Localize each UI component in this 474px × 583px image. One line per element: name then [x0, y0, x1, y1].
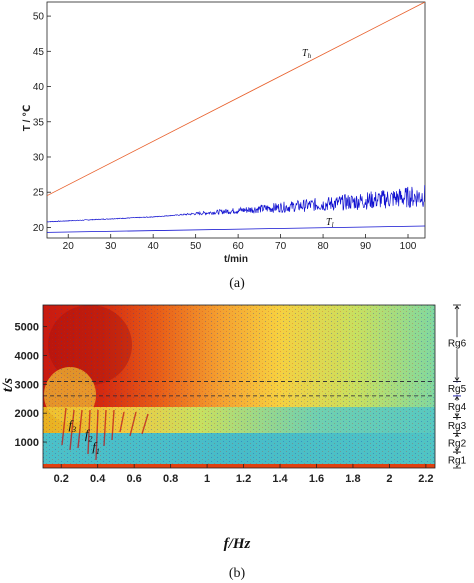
region-label-bg	[445, 454, 469, 467]
ticks-a: 20 30 40 50 60 70 80 90 100 20 25 30 35 40 45 50	[33, 12, 417, 252]
heatmap-b	[43, 305, 435, 468]
region-label-bg	[445, 400, 469, 413]
region-brackets: Rg1 Rg2 Rg3 Rg4 Rg5 Rg6	[445, 304, 469, 469]
x-tick-label-b: 2.2	[418, 473, 433, 485]
region-label-bg	[445, 382, 469, 395]
heatmap-floor-strip	[43, 464, 435, 468]
x-tick-label-b: 0.4	[90, 473, 106, 485]
y-tick-label-b: 1000	[15, 437, 39, 449]
x-tick-label-a: 30	[105, 241, 117, 252]
region-label: Rg2	[448, 438, 467, 449]
x-tick-label-a: 80	[318, 241, 330, 252]
y-tick-label-b: 2000	[15, 408, 39, 420]
region-arrow-down	[454, 447, 460, 452]
x-tick-label-b: 0.6	[127, 473, 142, 485]
x-tick-label-b: 0.8	[163, 473, 178, 485]
region-arrow-up	[454, 305, 460, 310]
x-tick-label-a: 50	[190, 241, 202, 252]
caption-a: (a)	[229, 276, 245, 291]
series-label-tl: Tl	[326, 217, 334, 229]
y-tick-label-a: 40	[33, 82, 45, 93]
region-label-bg	[445, 419, 469, 432]
x-tick-label-b: 2	[386, 473, 392, 485]
y-tick-label-a: 45	[33, 47, 45, 58]
region-arrow-down	[454, 377, 460, 382]
x-tick-label-b: 1.6	[309, 473, 324, 485]
region-arrow-up	[454, 396, 460, 401]
region-label: Rg6	[448, 339, 467, 350]
region-arrow-down	[454, 413, 460, 418]
y-tick-label-a: 50	[33, 12, 45, 23]
caption-b: (b)	[229, 566, 246, 581]
region-label: Rg3	[448, 421, 467, 432]
y-tick-label-b: 4000	[15, 350, 39, 362]
freq-annotation: f1	[92, 439, 100, 456]
y-axis-label-a: T / ℃	[22, 105, 33, 132]
region-label: Rg4	[448, 402, 467, 413]
y-tick-label-a: 35	[33, 117, 45, 128]
y-tick-label-b: 5000	[15, 322, 39, 334]
x-tick-label-b: 1.8	[345, 473, 360, 485]
x-tick-label-a: 40	[148, 241, 160, 252]
series-lines-a	[47, 2, 425, 233]
series-line-noisy	[47, 185, 425, 223]
chart-b: 0.2 0.4 0.6 0.8 1 1.2 1.4 1.6 1.8 2 2.2 1000 2000 300…	[0, 304, 469, 581]
x-axis-label-b: f/Hz	[224, 536, 251, 552]
x-tick-label-a: 70	[275, 241, 287, 252]
x-tick-label-b: 1.4	[272, 473, 288, 485]
series-line-tl	[47, 225, 425, 233]
heatmap-speckle	[43, 305, 435, 468]
y-axis-label-b: t/s	[0, 378, 16, 392]
x-axis-label-a: t/min	[224, 254, 248, 265]
freq-annotation: f3	[69, 417, 77, 434]
y-tick-label-a: 25	[33, 188, 45, 199]
x-tick-label-a: 100	[400, 241, 417, 252]
x-tick-label-b: 1	[204, 473, 210, 485]
series-line-th	[47, 2, 425, 197]
series-label-th: Th	[302, 48, 312, 60]
y-tick-label-a: 20	[33, 223, 45, 234]
y-tick-label-b: 3000	[15, 379, 39, 391]
x-tick-label-a: 60	[233, 241, 245, 252]
x-tick-label-a: 90	[360, 241, 372, 252]
region-arrow-up	[454, 433, 460, 438]
freq-annotation: f2	[85, 426, 93, 443]
region-label: Rg1	[448, 456, 467, 467]
ticks-b: 0.2 0.4 0.6 0.8 1 1.2 1.4 1.6 1.8 2 2.2 1000 2000 300…	[15, 322, 434, 485]
x-tick-label-a: 20	[63, 241, 75, 252]
y-tick-label-a: 30	[33, 152, 45, 163]
region-label-bg	[445, 337, 469, 350]
x-tick-label-b: 1.2	[236, 473, 251, 485]
region-label: Rg5	[448, 384, 467, 395]
x-tick-label-b: 0.2	[54, 473, 69, 485]
region-label-bg	[445, 436, 469, 449]
plot-area-b	[42, 304, 436, 469]
